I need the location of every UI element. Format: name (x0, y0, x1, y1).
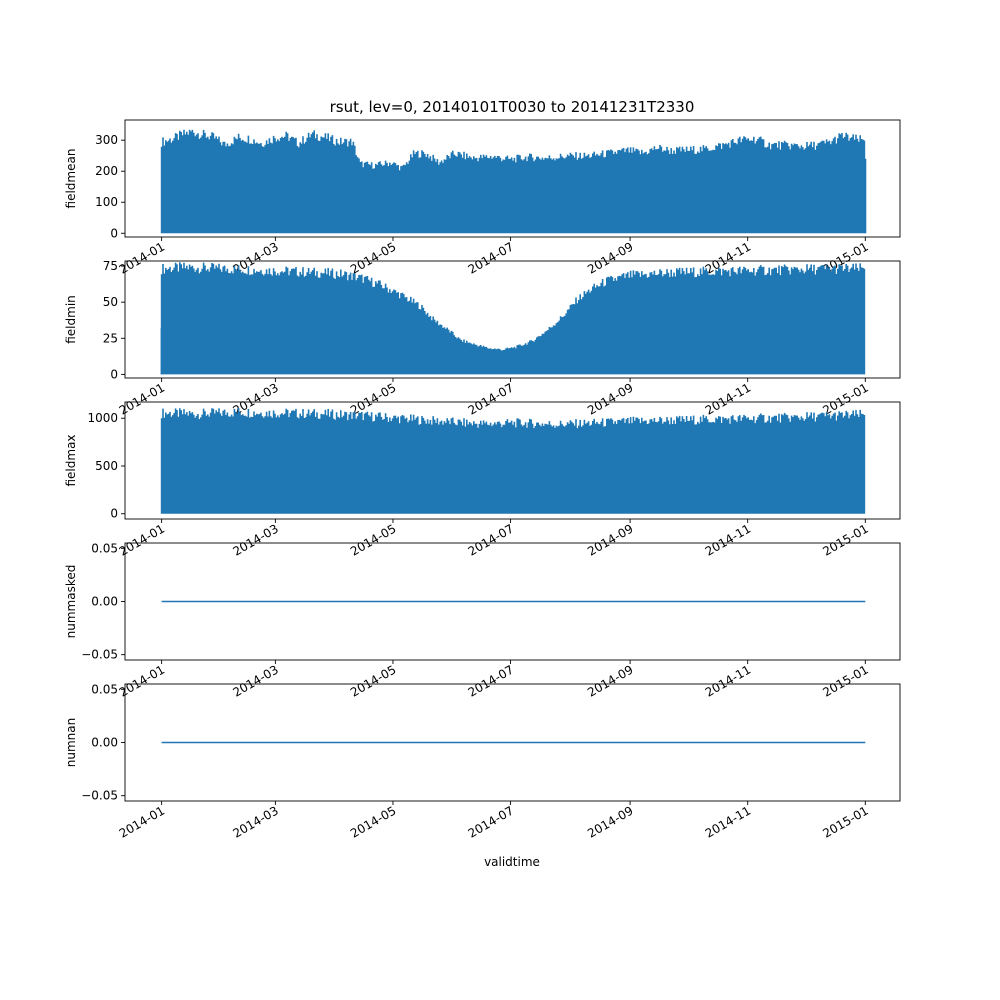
x-tick-label: 2014-07 (466, 239, 516, 276)
x-tick-label: 2014-01 (117, 662, 167, 699)
x-tick-label: 2014-11 (703, 521, 753, 558)
x-tick-label: 2014-11 (703, 662, 753, 699)
fieldmean-series (160, 129, 866, 234)
x-tick-label: 2014-11 (703, 380, 753, 417)
x-tick-label: 2014-03 (230, 521, 280, 558)
y-tick-label: 1000 (87, 411, 118, 425)
fieldmin-axis-label: fieldmin (64, 295, 78, 344)
x-tick-label: 2014-07 (466, 803, 516, 840)
x-tick-label: 2015-01 (820, 662, 870, 699)
y-tick-label: 25 (103, 331, 118, 345)
y-tick-label: 0.00 (91, 595, 118, 609)
x-tick-label: 2014-05 (348, 380, 398, 417)
x-tick-label: 2014-09 (585, 521, 635, 558)
y-tick-label: −0.05 (81, 789, 118, 803)
fieldmax-axes-frame (124, 401, 901, 520)
y-tick-label: 0.05 (91, 682, 118, 696)
panel-numnan: −0.05 0.00 0.05 numnan 2014-01 2014-03 2014-05… (64, 682, 901, 841)
x-tick-label: 2014-01 (117, 803, 167, 840)
x-tick-label: 2014-05 (348, 521, 398, 558)
y-tick-label: 0.05 (91, 541, 118, 555)
y-tick-label: 300 (95, 133, 118, 147)
y-tick-label: 75 (103, 259, 118, 273)
y-tick-label: 0.00 (91, 736, 118, 750)
x-tick-label: 2014-11 (703, 803, 753, 840)
y-tick-label: 500 (95, 459, 118, 473)
x-tick-label: 2015-01 (820, 521, 870, 558)
y-tick-label: 50 (103, 295, 118, 309)
y-tick-label: 200 (95, 164, 118, 178)
x-tick-label: 2014-05 (348, 803, 398, 840)
fieldmean-axes-frame (124, 119, 901, 238)
y-tick-label: 100 (95, 195, 118, 209)
panel-nummasked: −0.05 0.00 0.05 nummasked 2014-01 2014-03 2014… (64, 541, 901, 700)
x-tick-label: 2014-09 (585, 239, 635, 276)
y-tick-label: 0 (110, 226, 118, 240)
x-tick-label: 2015-01 (820, 803, 870, 840)
fieldmin-axes-frame (124, 260, 901, 379)
chart-title: rsut, lev=0, 20140101T0030 to 20141231T2… (330, 98, 695, 116)
x-tick-label: 2014-01 (117, 521, 167, 558)
x-tick-label: 2014-09 (585, 662, 635, 699)
x-tick-label: 2014-07 (466, 521, 516, 558)
fieldmax-axis-label: fieldmax (64, 434, 78, 486)
numnan-axis-label: numnan (64, 718, 78, 767)
x-axis-label: validtime (484, 855, 540, 869)
y-tick-label: 0 (110, 367, 118, 381)
nummasked-axis-label: nummasked (64, 565, 78, 639)
x-tick-label: 2014-05 (348, 662, 398, 699)
x-tick-label: 2014-07 (466, 380, 516, 417)
x-tick-label: 2014-03 (230, 803, 280, 840)
fieldmax-series (160, 408, 866, 514)
x-tick-label: 2014-05 (348, 239, 398, 276)
x-tick-label: 2014-03 (230, 662, 280, 699)
panel-fieldmax: 0 500 1000 fieldmax 2014-01 2014-03 2014-05 201… (64, 401, 901, 559)
y-tick-label: −0.05 (81, 648, 118, 662)
fieldmean-axis-label: fieldmean (64, 149, 78, 209)
x-tick-label: 2014-09 (585, 803, 635, 840)
x-tick-label: 2014-01 (117, 239, 167, 276)
x-tick-label: 2014-09 (585, 380, 635, 417)
fieldmin-series (160, 262, 866, 375)
x-tick-label: 2014-01 (117, 380, 167, 417)
x-tick-label: 2014-07 (466, 662, 516, 699)
y-tick-label: 0 (110, 507, 118, 521)
